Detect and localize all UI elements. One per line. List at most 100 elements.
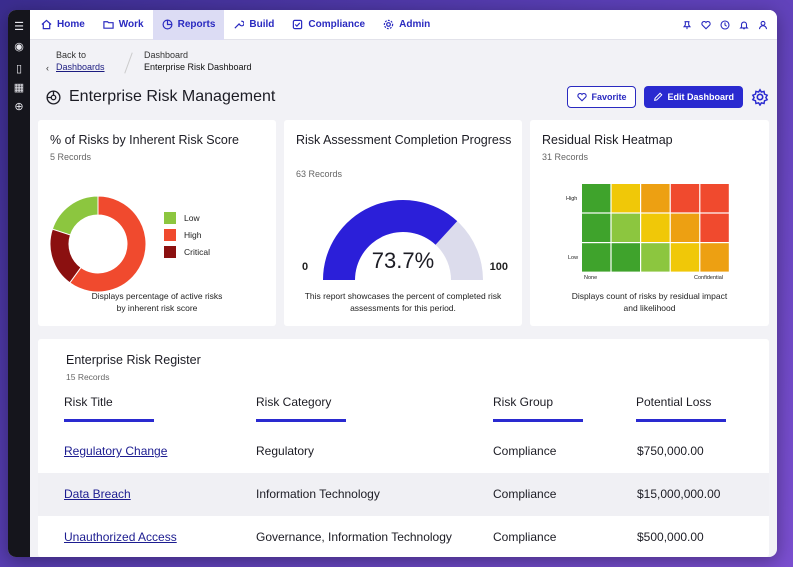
donut-slice-high[interactable]	[69, 195, 147, 293]
table-row[interactable]: Regulatory Change Regulatory Compliance …	[38, 430, 769, 473]
pin-icon[interactable]	[682, 20, 692, 30]
app-window: ☰ ◉ ▯ ▦ ⊕ Home Work Reports Build	[8, 10, 777, 557]
nav-compliance[interactable]: Compliance	[283, 10, 374, 40]
nav-build-label: Build	[249, 19, 275, 30]
heatmap-cell-r1-c2[interactable]	[611, 184, 640, 213]
donut-card-footer: Displays percentage of active risks by i…	[91, 291, 223, 313]
register-records: 15 Records	[66, 372, 110, 382]
breadcrumb-dashboards-link[interactable]: Dashboards	[56, 62, 105, 72]
heatmap-cell-r3-c1[interactable]	[582, 243, 611, 272]
home-icon	[41, 19, 52, 30]
history-icon[interactable]	[720, 19, 730, 30]
header-actions: Favorite Edit Dashboard	[567, 86, 769, 108]
breadcrumb-divider	[124, 52, 133, 74]
legend-item-critical: Critical	[164, 244, 210, 260]
legend-item-high: High	[164, 227, 210, 243]
gauge-card-footer: This report showcases the percent of com…	[304, 291, 502, 313]
breadcrumb-back-label: Back to	[56, 50, 87, 60]
gauge-card-title: Risk Assessment Completion Progress	[296, 133, 512, 147]
nav-work[interactable]: Work	[94, 10, 153, 40]
heatmap-x-none: None	[584, 275, 598, 281]
heatmap-cell-r1-c3[interactable]	[641, 184, 670, 213]
donut-card-records: 5 Records	[50, 152, 92, 162]
legend-swatch-high	[164, 229, 176, 241]
gauge-min-label: 0	[302, 261, 309, 273]
heatmap-cell-r2-c3[interactable]	[641, 213, 670, 242]
heatmap-cell-r3-c2[interactable]	[611, 243, 640, 272]
heatmap-card-records: 31 Records	[542, 152, 589, 162]
bell-icon[interactable]	[739, 20, 749, 30]
wrench-icon	[234, 20, 245, 29]
nav-build[interactable]: Build	[224, 10, 283, 40]
user-icon[interactable]	[758, 20, 768, 30]
header-risk-group[interactable]: Risk Group	[493, 395, 554, 409]
donut-chart[interactable]	[48, 194, 148, 294]
gauge-card-records: 63 Records	[296, 169, 343, 179]
chevron-left-icon: ‹	[46, 63, 49, 73]
header-potential-loss[interactable]: Potential Loss	[636, 395, 712, 409]
chart-rail-icon[interactable]: ▯	[15, 63, 23, 75]
breadcrumb-back[interactable]: ‹ Back to Dashboards	[46, 50, 116, 73]
edit-dashboard-label: Edit Dashboard	[667, 92, 734, 102]
search-rail-icon[interactable]: ⊕	[14, 101, 24, 113]
heatmap-cell-r3-c3[interactable]	[641, 243, 670, 272]
gear-icon	[383, 19, 394, 30]
donut-slice-critical[interactable]	[49, 228, 82, 284]
checkbox-icon	[293, 19, 303, 30]
potential-loss-cell: $750,000.00	[637, 444, 704, 458]
legend-label-high: High	[184, 230, 202, 240]
risk-category-cell: Governance, Information Technology	[256, 530, 452, 544]
settings-gear-icon[interactable]	[751, 88, 769, 106]
header-risk-title[interactable]: Risk Title	[64, 395, 113, 409]
header-risk-category[interactable]: Risk Category	[256, 395, 332, 409]
gauge-value: 73.7%	[371, 248, 435, 273]
menu-icon[interactable]: ☰	[14, 21, 24, 33]
nav-home-label: Home	[57, 19, 85, 30]
nav-reports[interactable]: Reports	[152, 10, 225, 40]
risk-title-link[interactable]: Regulatory Change	[64, 444, 168, 458]
favorite-button-label: Favorite	[591, 92, 627, 102]
dashboard-icon	[46, 89, 61, 105]
header-underline	[636, 419, 726, 422]
heatmap-cell-r2-c5[interactable]	[700, 213, 729, 242]
heatmap-cell-r3-c4[interactable]	[670, 243, 700, 272]
heatmap-cell-r2-c4[interactable]	[670, 213, 700, 242]
donut-card: % of Risks by Inherent Risk Score 5 Reco…	[38, 120, 276, 326]
top-nav: Home Work Reports Build Compliance Admin	[30, 10, 777, 40]
donut-card-title: % of Risks by Inherent Risk Score	[50, 133, 239, 147]
heatmap-card: Residual Risk Heatmap 31 Records High Lo…	[530, 120, 769, 326]
heatmap-cell-r3-c5[interactable]	[700, 243, 729, 272]
gauge-chart[interactable]	[313, 190, 493, 282]
heatmap-cell-r2-c2[interactable]	[611, 213, 640, 242]
favorite-button[interactable]: Favorite	[567, 86, 637, 108]
nav-reports-label: Reports	[177, 19, 216, 30]
table-row[interactable]: Data Breach Information Technology Compl…	[38, 473, 769, 516]
table-row[interactable]: Unauthorized Access Governance, Informat…	[38, 516, 769, 557]
donut-slice-low[interactable]	[51, 195, 99, 236]
edit-dashboard-button[interactable]: Edit Dashboard	[644, 86, 743, 108]
header-underline	[256, 419, 346, 422]
heatmap-y-high: High	[566, 196, 578, 202]
risk-title-link[interactable]: Data Breach	[64, 487, 131, 501]
nav-home[interactable]: Home	[32, 10, 94, 40]
risk-title-link[interactable]: Unauthorized Access	[64, 530, 177, 544]
nav-compliance-label: Compliance	[308, 19, 366, 30]
heatmap-cell-r2-c1[interactable]	[582, 213, 611, 242]
dashboard-rail-icon[interactable]: ◉	[14, 41, 24, 53]
gauge-fill[interactable]	[323, 199, 458, 280]
heatmap-cell-r1-c4[interactable]	[670, 184, 700, 213]
heatmap-grid[interactable]	[582, 184, 730, 274]
pencil-icon	[654, 92, 663, 101]
nav-admin[interactable]: Admin	[374, 10, 439, 40]
heatmap-cell-r1-c5[interactable]	[700, 184, 729, 213]
header-underline	[493, 419, 583, 422]
risk-group-cell: Compliance	[493, 530, 557, 544]
heart-icon[interactable]	[701, 20, 711, 30]
page-title: Enterprise Risk Management	[69, 88, 276, 105]
legend-swatch-low	[164, 212, 176, 224]
potential-loss-cell: $500,000.00	[637, 530, 704, 544]
risk-category-cell: Information Technology	[256, 487, 380, 501]
table-rail-icon[interactable]: ▦	[13, 82, 25, 94]
breadcrumb-current: Dashboard Enterprise Risk Dashboard	[144, 50, 294, 72]
heatmap-cell-r1-c1[interactable]	[582, 184, 611, 213]
